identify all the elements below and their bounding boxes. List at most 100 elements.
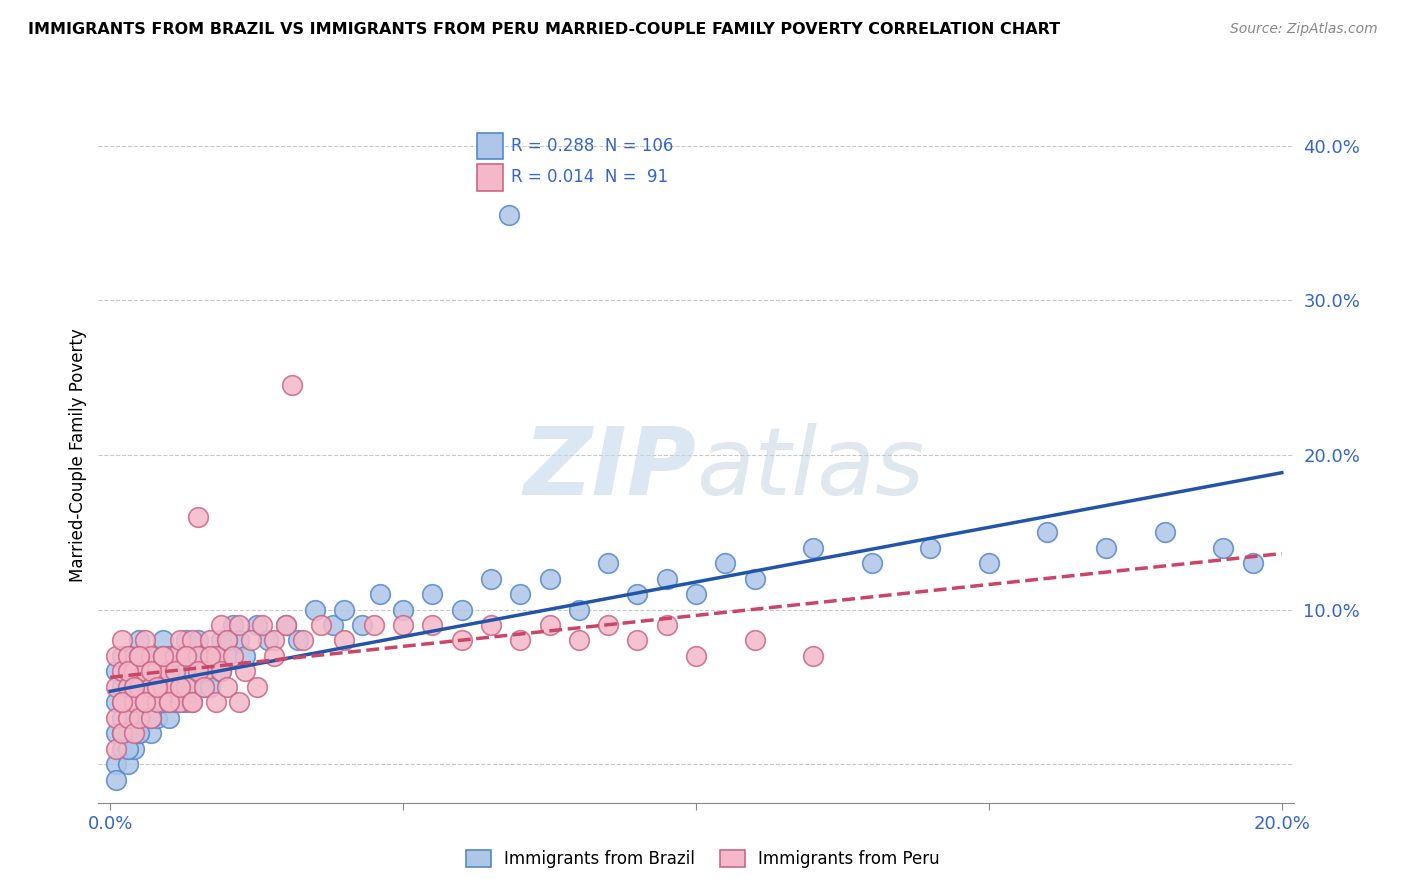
Point (163, 680, 186, 694)
Point (141, 711, 163, 725)
Point (181, 695, 204, 709)
Point (204, 648, 226, 663)
Point (122, 680, 145, 694)
Point (122, 680, 145, 694)
Point (333, 633, 356, 648)
Point (111, 741, 134, 756)
Point (187, 665, 209, 679)
Point (217, 633, 239, 648)
Point (292, 633, 315, 648)
Point (1241, 556, 1264, 570)
Point (111, 711, 134, 725)
Point (134, 695, 156, 709)
Point (157, 648, 180, 663)
Point (169, 680, 191, 694)
Point (352, 618, 374, 632)
Point (141, 665, 163, 679)
Point (146, 711, 169, 725)
Point (105, 741, 128, 756)
Point (122, 648, 145, 663)
Point (134, 695, 156, 709)
Point (111, 726, 134, 740)
Point (128, 680, 150, 694)
Point (128, 726, 150, 740)
Point (152, 648, 174, 663)
Point (174, 680, 197, 694)
Point (198, 648, 221, 663)
Point (801, 541, 824, 555)
Point (105, 757, 128, 772)
Point (146, 680, 169, 694)
Point (146, 648, 169, 663)
Point (626, 633, 648, 648)
Point (105, 726, 128, 740)
Point (117, 665, 139, 679)
Point (744, 633, 766, 648)
Point (187, 648, 209, 663)
Point (152, 633, 174, 648)
Point (111, 648, 134, 663)
Point (204, 695, 226, 709)
Point (157, 695, 180, 709)
Point (685, 648, 707, 663)
Point (174, 665, 197, 679)
Point (228, 618, 250, 632)
Point (498, 208, 520, 222)
Point (655, 618, 678, 632)
Point (568, 633, 591, 648)
Point (198, 648, 221, 663)
Point (157, 665, 180, 679)
Point (363, 618, 385, 632)
Text: IMMIGRANTS FROM BRAZIL VS IMMIGRANTS FROM PERU MARRIED-COUPLE FAMILY POVERTY COR: IMMIGRANTS FROM BRAZIL VS IMMIGRANTS FRO… (28, 22, 1060, 37)
Point (128, 711, 150, 725)
Point (181, 680, 204, 694)
Point (568, 602, 591, 616)
Point (252, 618, 274, 632)
Point (596, 556, 619, 570)
Point (744, 572, 766, 586)
Point (392, 602, 415, 616)
Point (322, 618, 344, 632)
Point (392, 618, 415, 632)
Point (198, 680, 221, 694)
Point (217, 648, 239, 663)
Point (122, 711, 145, 725)
Point (122, 695, 145, 709)
Point (152, 695, 174, 709)
Point (246, 618, 269, 632)
Point (1095, 541, 1118, 555)
Point (211, 665, 233, 679)
Point (1212, 541, 1234, 555)
Point (163, 648, 186, 663)
Point (111, 695, 134, 709)
Point (204, 665, 226, 679)
Point (146, 695, 169, 709)
Point (263, 633, 285, 648)
Point (217, 680, 239, 694)
Point (257, 633, 280, 648)
Point (509, 633, 531, 648)
Point (450, 633, 472, 648)
Point (174, 648, 197, 663)
Point (211, 618, 233, 632)
Point (105, 772, 128, 787)
Point (141, 711, 163, 725)
Point (246, 680, 269, 694)
Point (105, 665, 128, 679)
Point (141, 726, 163, 740)
Point (122, 726, 145, 740)
Point (181, 680, 204, 694)
Point (333, 602, 356, 616)
Point (117, 711, 139, 725)
Point (141, 648, 163, 663)
Point (860, 556, 883, 570)
Point (128, 726, 150, 740)
Point (105, 695, 128, 709)
Point (157, 665, 180, 679)
Point (146, 680, 169, 694)
Point (134, 711, 156, 725)
Point (117, 757, 139, 772)
Point (141, 680, 163, 694)
Point (198, 633, 221, 648)
Text: Source: ZipAtlas.com: Source: ZipAtlas.com (1230, 22, 1378, 37)
